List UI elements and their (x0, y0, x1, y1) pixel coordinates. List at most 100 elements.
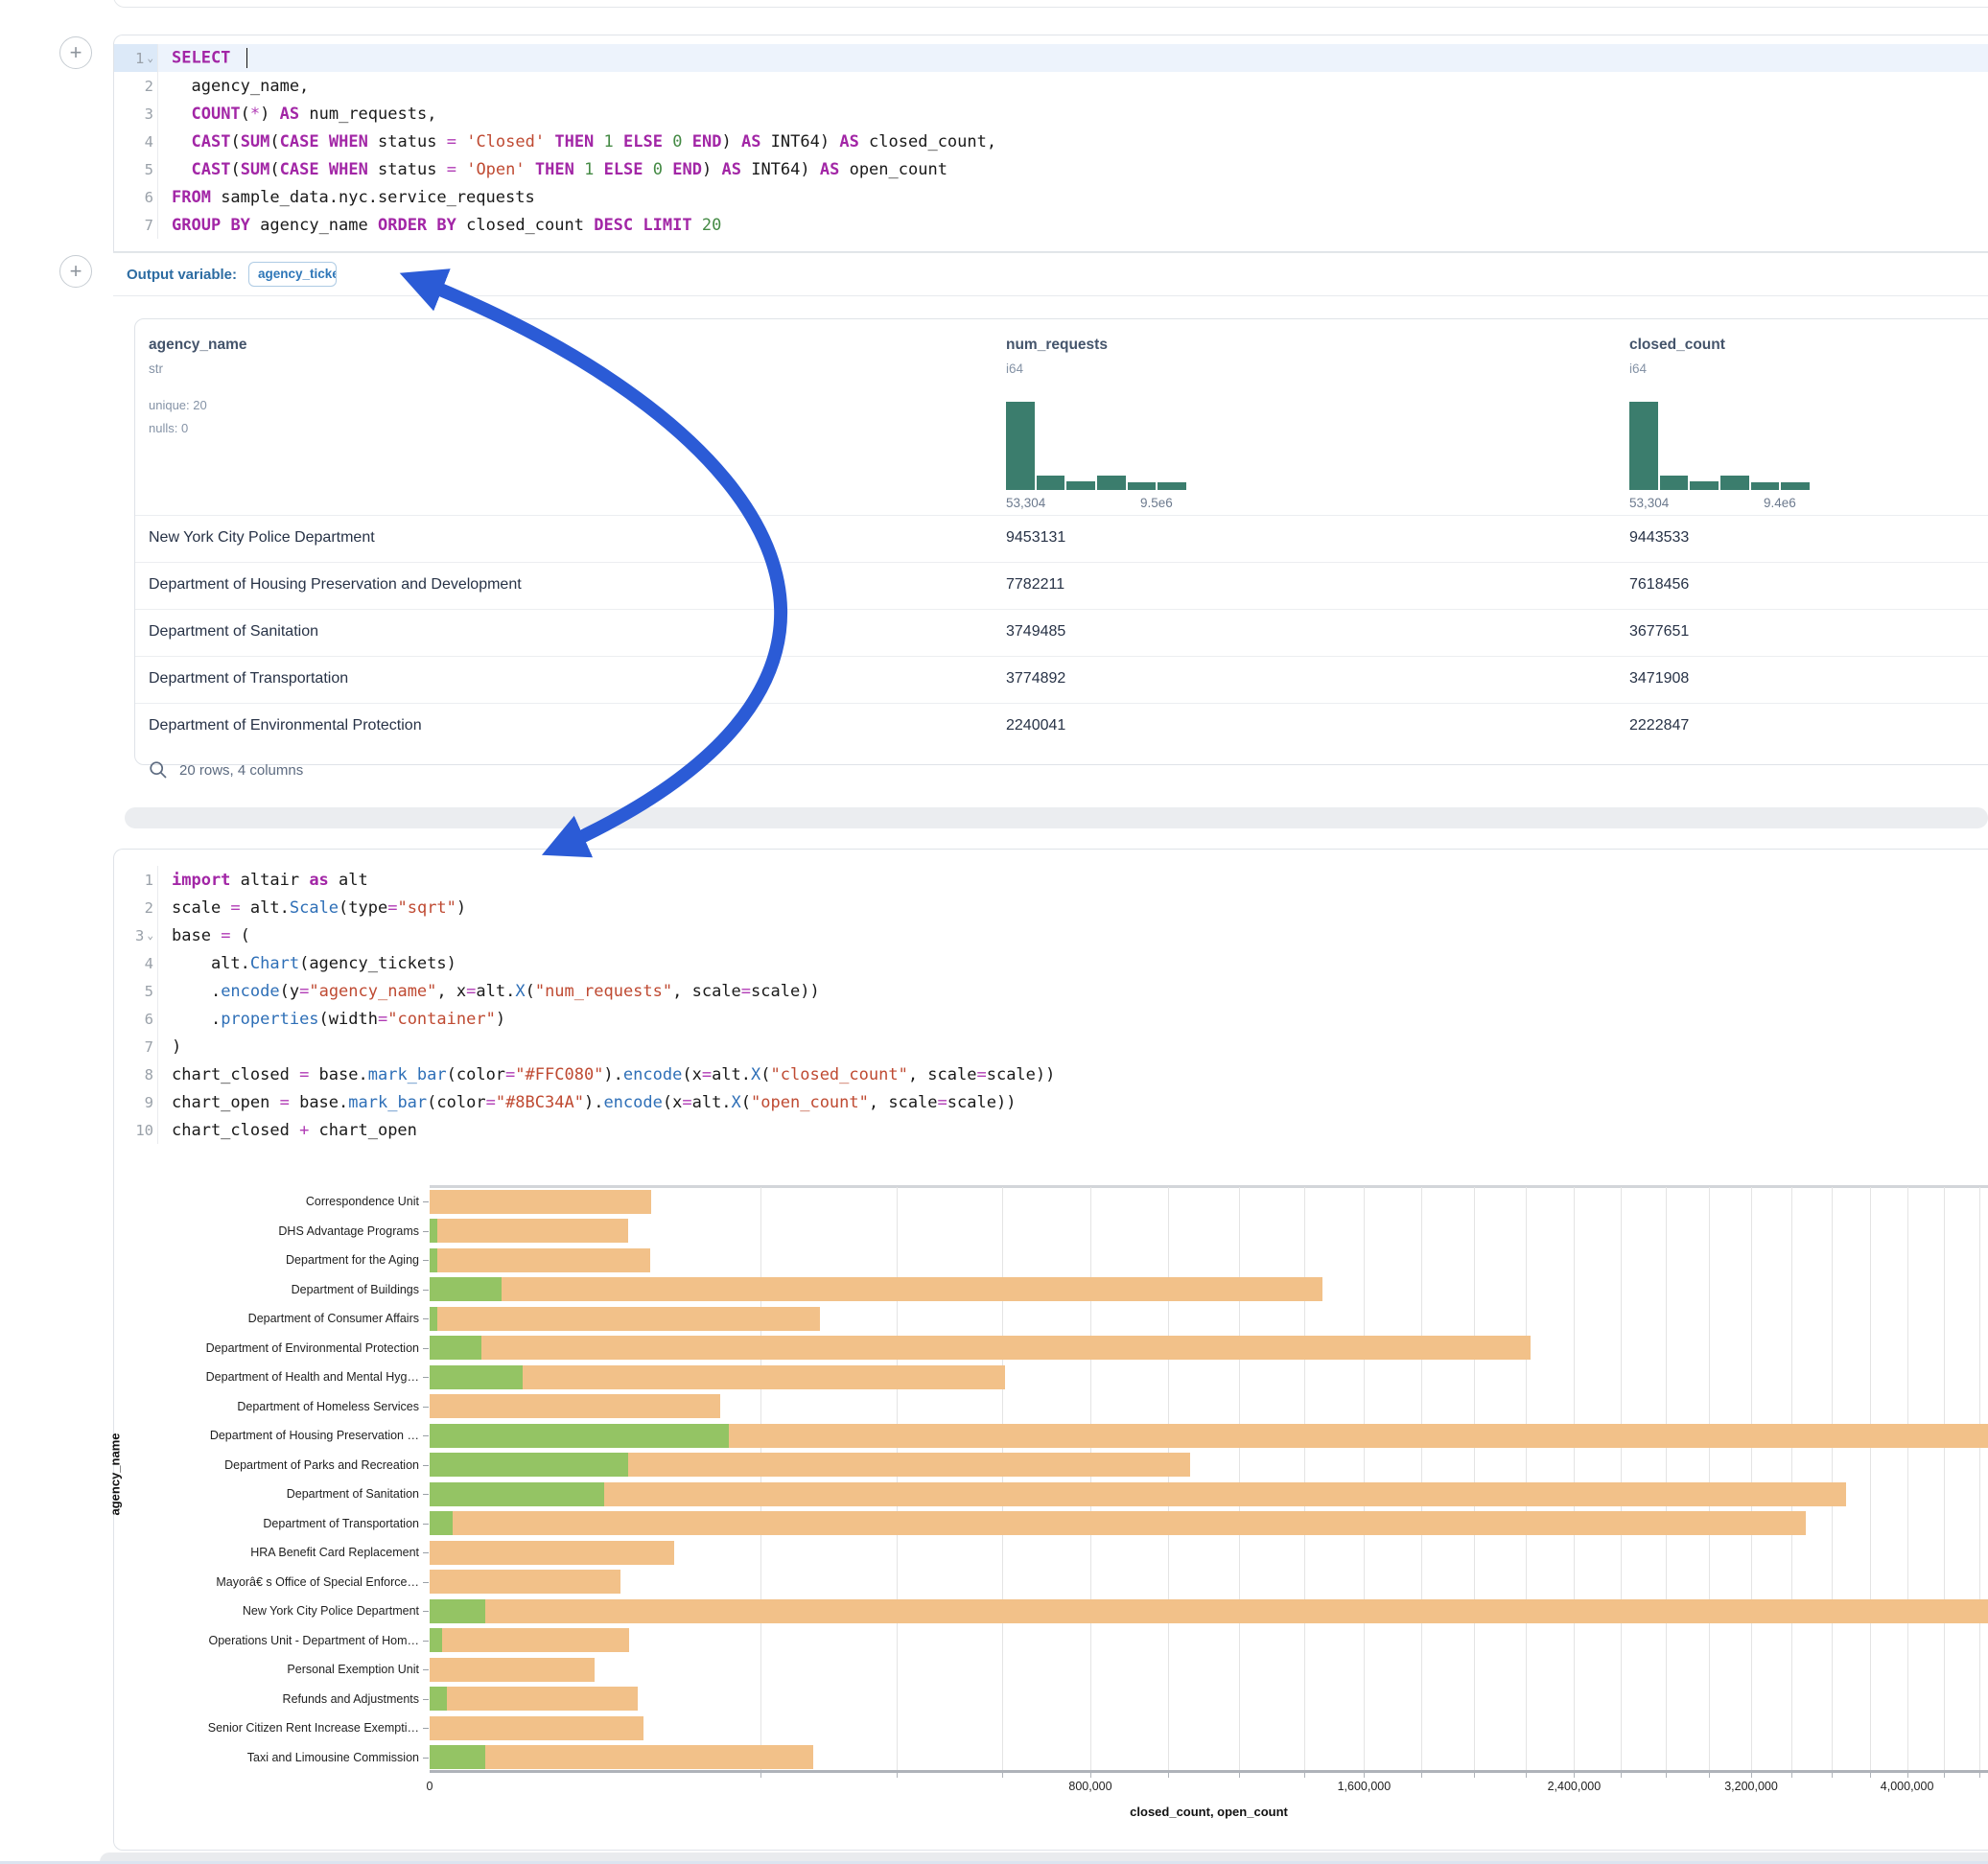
code-line-4[interactable]: 4 CAST(SUM(CASE WHEN status = 'Closed' T… (114, 128, 1988, 155)
chart-top-scrollbar[interactable] (430, 1185, 1988, 1188)
code-line-7[interactable]: 7) (114, 1033, 1988, 1060)
y-tick-mark (423, 1757, 429, 1759)
gridline (1525, 1187, 1527, 1772)
search-icon[interactable] (149, 760, 168, 780)
y-category-label: Taxi and Limousine Commission (246, 1750, 419, 1764)
bar-open-count (430, 1745, 486, 1770)
code-text: agency_name, (172, 76, 310, 96)
column-header-closed_count[interactable]: closed_count (1629, 337, 1725, 353)
table-row[interactable]: Department of Transportation 3774892 34719… (135, 656, 1988, 704)
output-variable-pill[interactable]: agency_tickets (248, 262, 338, 287)
column-dtype: str (149, 361, 163, 376)
line-number: 7 (114, 1033, 158, 1060)
line-number: 10 (114, 1116, 158, 1144)
table-cell: 3677651 (1629, 623, 1690, 640)
bar-closed-count (430, 1687, 638, 1712)
y-category-label: Department for the Aging (286, 1253, 419, 1267)
table-cell: Department of Sanitation (149, 623, 318, 640)
code-line-7[interactable]: 7 GROUP BY agency_name ORDER BY closed_co… (114, 211, 1988, 239)
code-line-10[interactable]: 10 chart_closed + chart_open (114, 1116, 1988, 1144)
column-stat: unique: 20 (149, 398, 207, 412)
y-category-label: HRA Benefit Card Replacement (250, 1546, 419, 1559)
histogram-min-label: 53,304 (1629, 496, 1670, 510)
table-cell: Department of Housing Preservation and D… (149, 576, 522, 593)
table-row[interactable]: Department of Environmental Protection 22… (135, 703, 1988, 751)
table-row[interactable]: Department of Housing Preservation and D… (135, 562, 1988, 610)
code-line-8[interactable]: 8 chart_closed = base.mark_bar(color="#FF… (114, 1060, 1988, 1088)
column-header-agency_name[interactable]: agency_name (149, 337, 247, 353)
y-tick-mark (423, 1347, 429, 1349)
sql-code-editor[interactable]: 1 ⌄ SELECT 2 agency_name, 3 COUNT(*) AS num… (114, 44, 1988, 239)
histogram-min-label: 53,304 (1006, 496, 1046, 510)
bar-closed-count (430, 1189, 652, 1214)
y-category-label: Personal Exemption Unit (287, 1663, 419, 1676)
x-tick-mark (1943, 1773, 1945, 1778)
dataframe-output: 20 rows, 4 columns agency_name str unique:… (134, 318, 1988, 779)
table-horizontal-scrollbar[interactable] (125, 807, 1988, 828)
code-line-5[interactable]: 5 CAST(SUM(CASE WHEN status = 'Open' THE… (114, 155, 1988, 183)
x-tick-label: 1,600,000 (1337, 1780, 1392, 1793)
code-line-5[interactable]: 5 .encode(y="agency_name", x=alt.X("num_… (114, 977, 1988, 1005)
y-tick-mark (423, 1435, 429, 1437)
x-tick-mark (1791, 1773, 1793, 1778)
code-line-3[interactable]: 3 ⌄ base = ( (114, 921, 1988, 949)
code-line-2[interactable]: 2 agency_name, (114, 72, 1988, 100)
y-category-label: New York City Police Department (242, 1604, 419, 1618)
bar-closed-count (430, 1628, 630, 1653)
x-tick-mark (1621, 1773, 1623, 1778)
fold-chevron-icon[interactable]: ⌄ (147, 929, 153, 942)
bar-closed-count (430, 1219, 628, 1244)
code-line-9[interactable]: 9 chart_open = base.mark_bar(color="#8BC3… (114, 1088, 1988, 1116)
bar-open-count (430, 1306, 437, 1331)
column-histogram-closed_count (1629, 402, 1811, 490)
bar-closed-count (430, 1277, 1322, 1302)
code-line-4[interactable]: 4 alt.Chart(agency_tickets) (114, 949, 1988, 977)
add-cell-button-below-sql[interactable]: + (59, 255, 92, 288)
code-line-3[interactable]: 3 COUNT(*) AS num_requests, (114, 100, 1988, 128)
x-tick-mark (1420, 1773, 1422, 1778)
python-code-editor[interactable]: 1 import altair as alt 2 scale = alt.Scale(… (114, 866, 1988, 1144)
table-cell: Department of Environmental Protection (149, 717, 422, 734)
code-line-1[interactable]: 1 ⌄ SELECT (114, 44, 1988, 72)
code-text: .encode(y="agency_name", x=alt.X("num_re… (172, 981, 820, 1001)
bar-closed-count (430, 1247, 650, 1272)
y-tick-mark (423, 1552, 429, 1554)
bar-open-count (430, 1423, 729, 1448)
x-tick-mark (1168, 1773, 1170, 1778)
line-number: 7 (114, 211, 158, 239)
histogram-max-label: 9.4e6 (1764, 496, 1796, 510)
sql-cell: 1 ⌄ SELECT 2 agency_name, 3 COUNT(*) AS num… (113, 35, 1988, 252)
y-tick-mark (423, 1230, 429, 1232)
fold-chevron-icon[interactable]: ⌄ (147, 52, 153, 64)
code-text: GROUP BY agency_name ORDER BY closed_cou… (172, 215, 722, 235)
gridline (1474, 1187, 1476, 1772)
gridline (1090, 1187, 1091, 1772)
previous-cell-bottom-edge (113, 0, 1988, 8)
code-text: base = ( (172, 925, 250, 945)
code-line-2[interactable]: 2 scale = alt.Scale(type="sqrt") (114, 894, 1988, 921)
add-cell-button-top[interactable]: + (59, 36, 92, 69)
x-tick-mark (1978, 1773, 1980, 1778)
table-row[interactable]: Department of Sanitation 3749485 3677651 (135, 609, 1988, 657)
x-tick-mark (1474, 1773, 1476, 1778)
code-line-6[interactable]: 6 .properties(width="container") (114, 1005, 1988, 1033)
y-tick-mark (423, 1289, 429, 1291)
x-tick-mark (1574, 1773, 1576, 1778)
bar-open-count (430, 1247, 437, 1272)
x-tick-mark (1831, 1773, 1833, 1778)
column-dtype: i64 (1006, 361, 1024, 376)
gridline (1666, 1187, 1667, 1772)
code-line-6[interactable]: 6 FROM sample_data.nyc.service_requests (114, 183, 1988, 211)
code-line-1[interactable]: 1 import altair as alt (114, 866, 1988, 894)
column-dtype: i64 (1629, 361, 1648, 376)
x-tick-label: 4,000,000 (1880, 1780, 1934, 1793)
gridline (1869, 1187, 1871, 1772)
bar-open-count (430, 1481, 605, 1506)
x-tick-mark (1869, 1773, 1871, 1778)
bar-closed-count (430, 1481, 1847, 1506)
table-cell: 3774892 (1006, 670, 1066, 687)
gridline (1831, 1187, 1833, 1772)
table-row[interactable]: New York City Police Department 9453131 94… (135, 515, 1988, 563)
y-tick-mark (423, 1640, 429, 1642)
column-header-num_requests[interactable]: num_requests (1006, 337, 1108, 353)
